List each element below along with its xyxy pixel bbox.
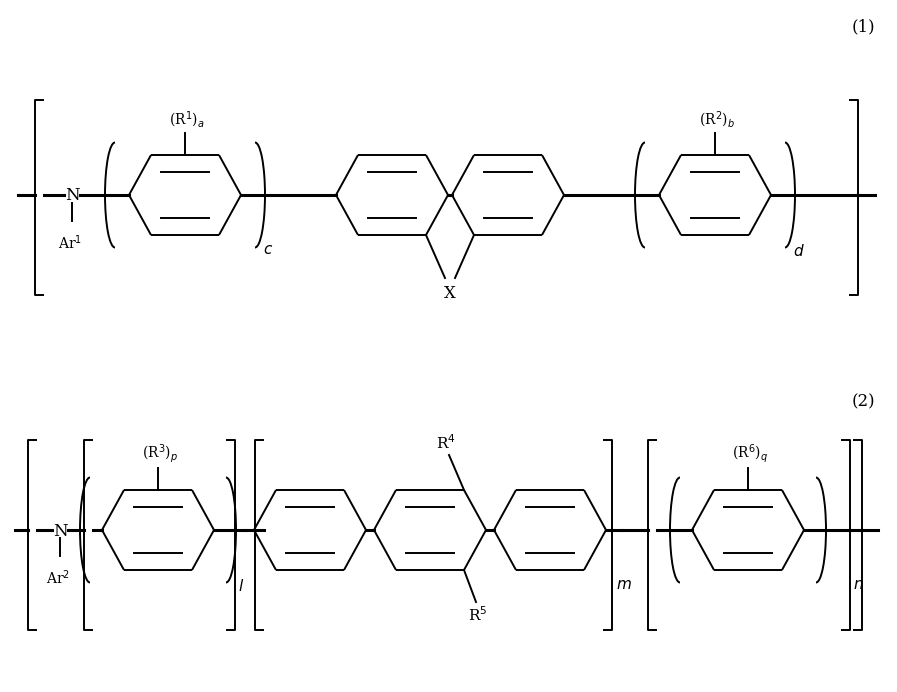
Text: (R$^3$)$_p$: (R$^3$)$_p$ <box>142 442 178 465</box>
Text: (R$^1$)$_a$: (R$^1$)$_a$ <box>170 109 205 130</box>
Text: N: N <box>53 522 67 540</box>
Text: N: N <box>65 188 79 205</box>
Text: $d$: $d$ <box>793 243 805 259</box>
Text: (2): (2) <box>851 393 875 410</box>
Text: Ar$^1$: Ar$^1$ <box>58 233 82 252</box>
Text: $c$: $c$ <box>263 243 274 257</box>
Text: (R$^2$)$_b$: (R$^2$)$_b$ <box>699 109 735 130</box>
Text: X: X <box>444 285 456 302</box>
Text: (R$^6$)$_q$: (R$^6$)$_q$ <box>732 442 768 465</box>
Text: R$^4$: R$^4$ <box>436 433 456 452</box>
Text: $l$: $l$ <box>238 578 244 594</box>
Text: R$^5$: R$^5$ <box>468 605 488 623</box>
Text: (1): (1) <box>851 18 875 35</box>
Text: $n$: $n$ <box>853 578 864 592</box>
Text: Ar$^2$: Ar$^2$ <box>46 568 70 587</box>
Text: $m$: $m$ <box>616 578 631 592</box>
